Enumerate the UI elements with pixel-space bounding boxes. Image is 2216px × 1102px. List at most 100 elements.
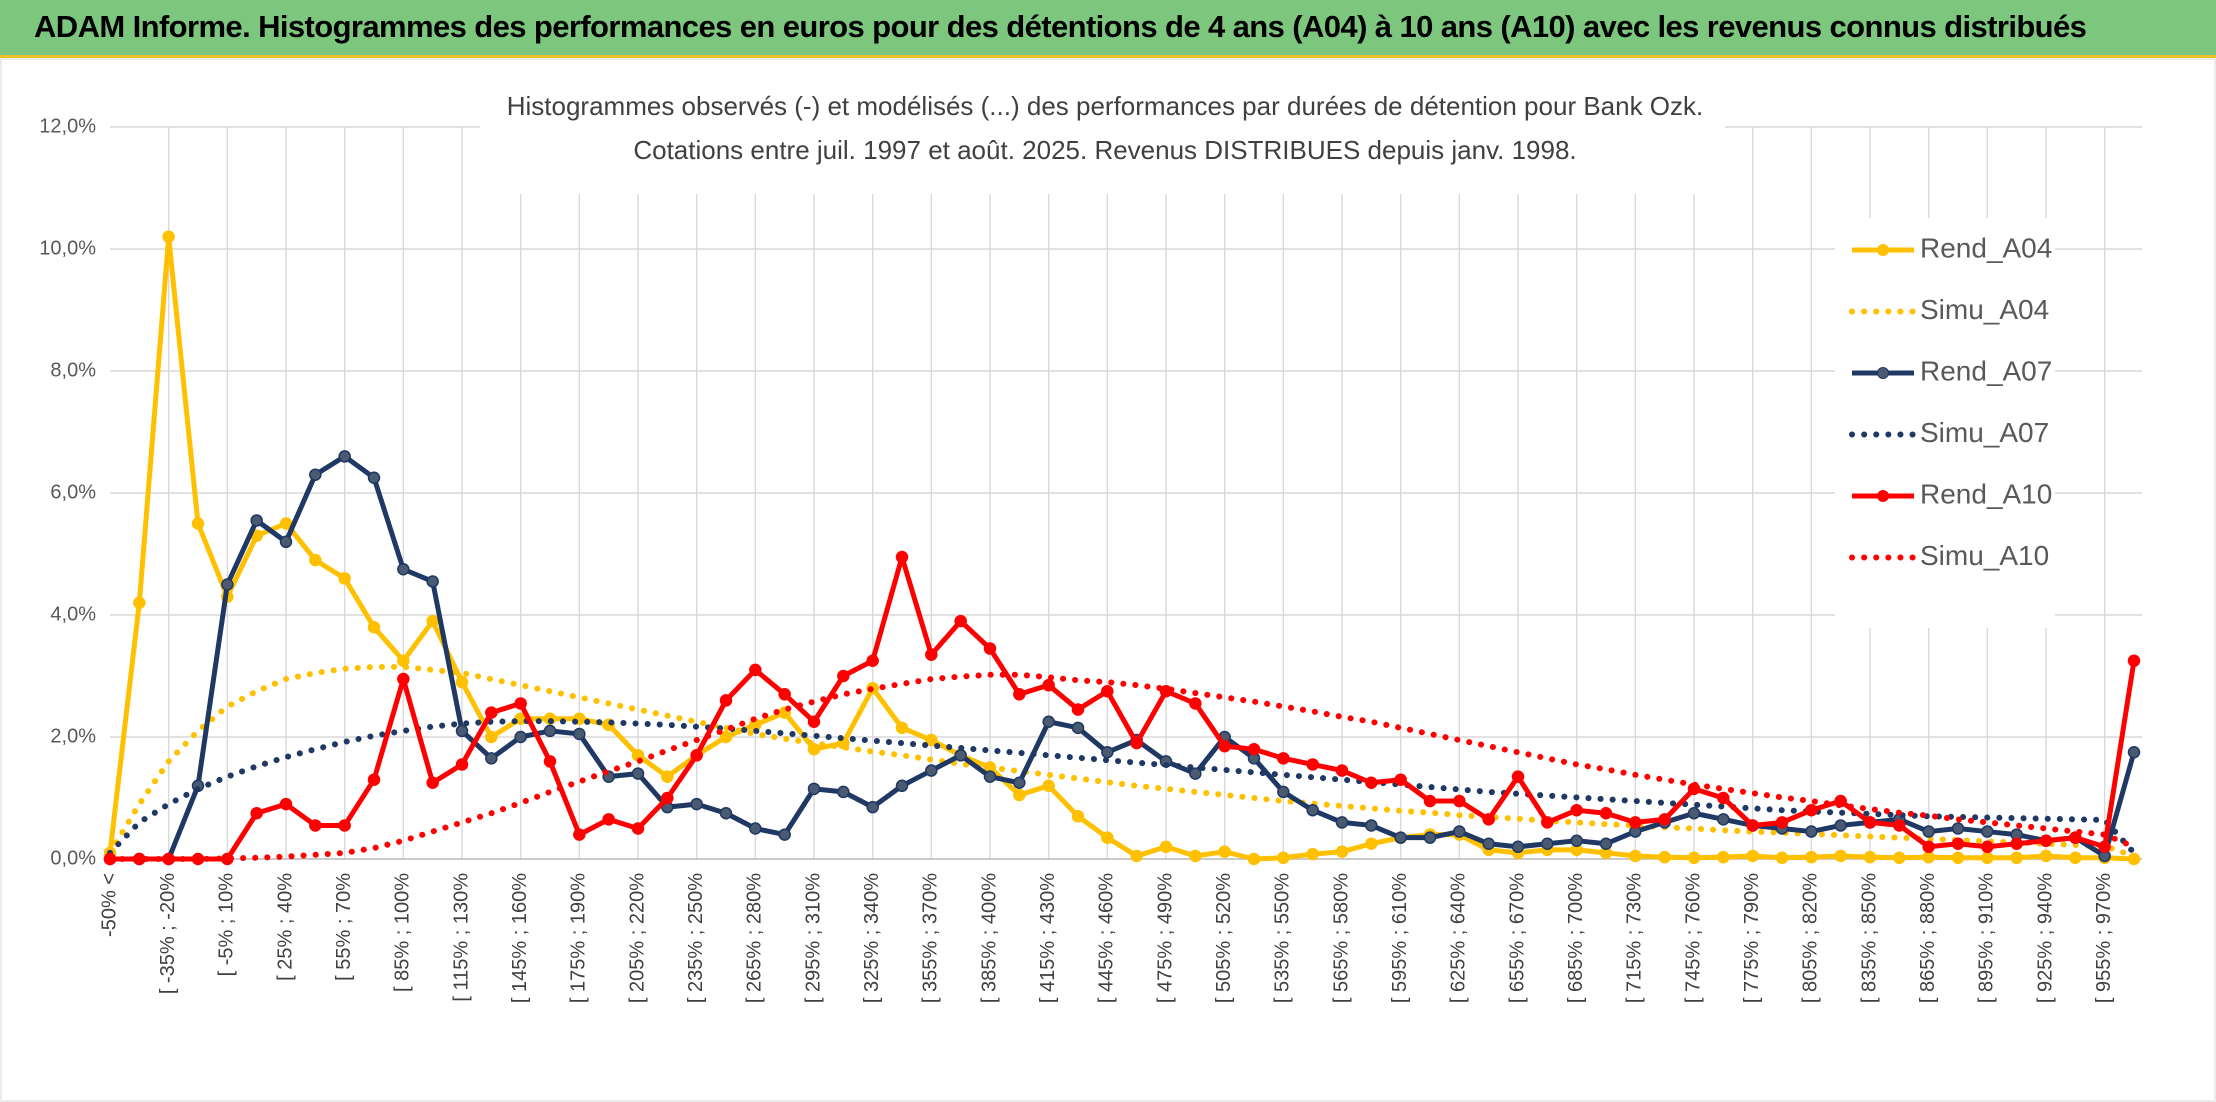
y-tick-label: 10,0%	[39, 237, 96, 259]
data-point	[1570, 803, 1583, 817]
chart-subtitle: Cotations entre juil. 1997 et août. 2025…	[633, 135, 1576, 165]
x-tick-label: [ 355% ; 370%	[920, 873, 942, 1003]
data-point	[338, 572, 351, 585]
data-point	[925, 764, 938, 777]
data-point	[1775, 816, 1789, 829]
data-point	[455, 724, 469, 738]
data-point	[485, 752, 498, 765]
data-point	[1599, 837, 1613, 850]
data-point	[837, 785, 850, 799]
data-point	[1922, 825, 1935, 838]
data-point	[631, 767, 645, 780]
data-point	[1189, 767, 1202, 780]
data-point	[1423, 794, 1437, 808]
data-point	[807, 782, 821, 796]
legend-label: Rend_A10	[1920, 478, 2052, 509]
x-tick-label: [ 655% ; 670%	[1506, 873, 1528, 1003]
data-point	[1717, 850, 1730, 864]
data-point	[1013, 788, 1026, 802]
data-point	[573, 727, 586, 741]
x-tick-label: [ 865% ; 880%	[1917, 873, 1939, 1003]
x-tick-label: [ 775% ; 790%	[1741, 873, 1763, 1003]
data-point	[514, 730, 527, 744]
data-point	[2127, 852, 2141, 866]
data-point	[1981, 851, 1994, 865]
y-tick-label: 12,0%	[39, 115, 96, 137]
data-point	[1453, 825, 1466, 838]
x-tick-label: [ 475% ; 490%	[1154, 873, 1176, 1003]
data-point	[250, 807, 263, 820]
data-point	[895, 779, 909, 793]
data-point	[807, 742, 821, 756]
data-point	[1687, 807, 1701, 820]
data-point	[1394, 831, 1407, 844]
legend-marker	[1877, 244, 1889, 256]
data-point	[1306, 847, 1319, 861]
data-point	[338, 450, 351, 463]
data-point	[221, 578, 234, 591]
data-point	[1951, 822, 1965, 835]
data-point	[426, 575, 439, 588]
data-point	[133, 596, 146, 610]
data-point	[338, 819, 351, 832]
data-point	[1746, 849, 1759, 863]
data-point	[309, 468, 322, 481]
x-tick-label: [ 685% ; 700%	[1565, 873, 1587, 1003]
y-tick-label: 2,0%	[50, 725, 96, 747]
data-point	[1247, 742, 1261, 756]
data-point	[1951, 851, 1965, 865]
data-point	[895, 721, 909, 735]
data-point	[983, 770, 997, 783]
data-point	[2010, 837, 2023, 850]
data-point	[1365, 819, 1378, 832]
data-point	[1775, 851, 1789, 865]
data-point	[1013, 688, 1026, 701]
data-point	[1306, 758, 1319, 771]
data-point	[2069, 851, 2082, 865]
data-point	[2098, 840, 2111, 854]
data-point	[1981, 840, 1994, 854]
x-tick-label: [ 235% ; 250%	[685, 873, 707, 1003]
data-point	[1130, 736, 1143, 750]
title-backing	[480, 86, 1725, 194]
series-line	[110, 554, 2137, 862]
data-point	[1365, 837, 1378, 850]
data-point	[1599, 807, 1613, 820]
x-tick-label: [ 85% ; 100%	[392, 873, 414, 992]
data-point	[1687, 851, 1701, 865]
x-tick-label: [ 55% ; 70%	[333, 873, 355, 981]
legend-label: Simu_A04	[1920, 294, 2049, 325]
data-point	[543, 755, 557, 768]
data-point	[602, 813, 615, 826]
x-tick-label: [ 625% ; 640%	[1448, 873, 1470, 1003]
data-point	[2069, 831, 2082, 844]
data-point	[1335, 816, 1349, 829]
x-tick-label: [ 415% ; 430%	[1037, 873, 1059, 1003]
data-point	[1189, 697, 1202, 710]
data-point	[719, 694, 733, 707]
x-tick-label: [ 25% ; 40%	[274, 873, 296, 981]
legend-label: Rend_A04	[1920, 232, 2052, 263]
data-point	[1629, 849, 1642, 863]
data-point	[1863, 850, 1877, 864]
data-point	[749, 822, 762, 835]
legend-label: Simu_A10	[1920, 540, 2049, 571]
data-point	[1453, 794, 1466, 808]
data-point	[485, 730, 498, 744]
data-point	[719, 730, 733, 744]
x-tick-label: [ 745% ; 760%	[1682, 873, 1704, 1003]
data-point	[1013, 776, 1026, 789]
data-point	[749, 663, 762, 677]
data-point	[1365, 776, 1378, 789]
series-line	[107, 671, 2137, 862]
data-point	[631, 822, 645, 835]
x-tick-label: [ -5% ; 10%	[216, 873, 238, 977]
y-tick-label: 0,0%	[50, 847, 96, 869]
data-point	[1893, 819, 1906, 832]
data-point	[690, 797, 703, 811]
data-point	[690, 749, 703, 762]
data-point	[485, 706, 498, 719]
data-point	[397, 672, 410, 686]
chart: 0,0% 2,0% 4,0% 6,0% 8,0% 10,0% 12,0% Histogramm…	[0, 58, 2216, 1102]
x-tick-label: [ 955% ; 970%	[2093, 873, 2115, 1003]
